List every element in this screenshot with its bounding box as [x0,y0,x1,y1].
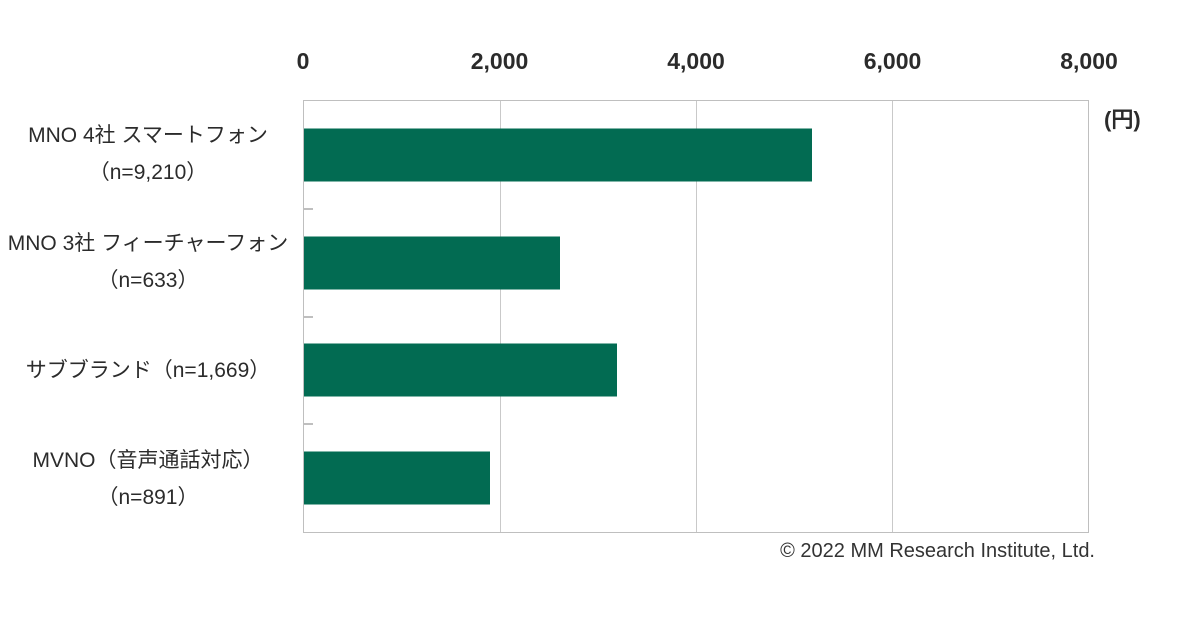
category-label-sample-size: （n=633） [97,269,199,293]
category-label: サブブランド（n=1,669） [0,317,296,425]
category-boundary-tick [304,207,313,210]
bar-row [304,317,1088,425]
bar-subbrand [304,343,618,397]
x-axis-tick-label: 6,000 [863,48,922,74]
category-label-line: サブブランド（n=1,669） [25,359,271,383]
category-axis-labels: MNO 4社 スマートフォン （n=9,210） MNO 3社 フィーチャーフォ… [0,100,296,533]
x-axis-tick-label: 2,000 [470,48,529,74]
category-boundary-tick [304,315,313,318]
category-label: MNO 3社 フィーチャーフォン （n=633） [0,208,296,316]
category-label-line: MNO 3社 フィーチャーフォン [7,232,289,256]
bar-row [304,209,1088,317]
x-axis-tick-label: 0 [296,48,310,74]
gridline-4000 [696,101,697,532]
bar-mno-featurephone [304,236,561,290]
plot-area [303,100,1089,533]
gridline-6000 [892,101,893,532]
bar-mno-smartphone [304,128,812,182]
category-label-line: MNO 4社 スマートフォン [28,124,268,148]
category-label: MNO 4社 スマートフォン （n=9,210） [0,100,296,208]
bar-row [304,101,1088,209]
x-axis: 0 2,000 4,000 6,000 8,000 [297,48,1118,78]
x-axis-tick-label: 4,000 [667,48,725,74]
category-label: MVNO（音声通話対応） （n=891） [0,425,296,533]
bar-mvno [304,451,491,505]
category-label-line: MVNO（音声通話対応） [32,448,264,472]
gridline-2000 [500,101,501,532]
bar-row [304,424,1088,532]
category-boundary-tick [304,423,313,426]
copyright-text: © 2022 MM Research Institute, Ltd. [780,540,1095,562]
x-axis-tick-label: 8,000 [1060,48,1118,74]
category-label-sample-size: （n=891） [97,485,199,509]
category-label-sample-size: （n=9,210） [88,161,208,185]
axis-unit-label: (円) [1104,107,1141,132]
